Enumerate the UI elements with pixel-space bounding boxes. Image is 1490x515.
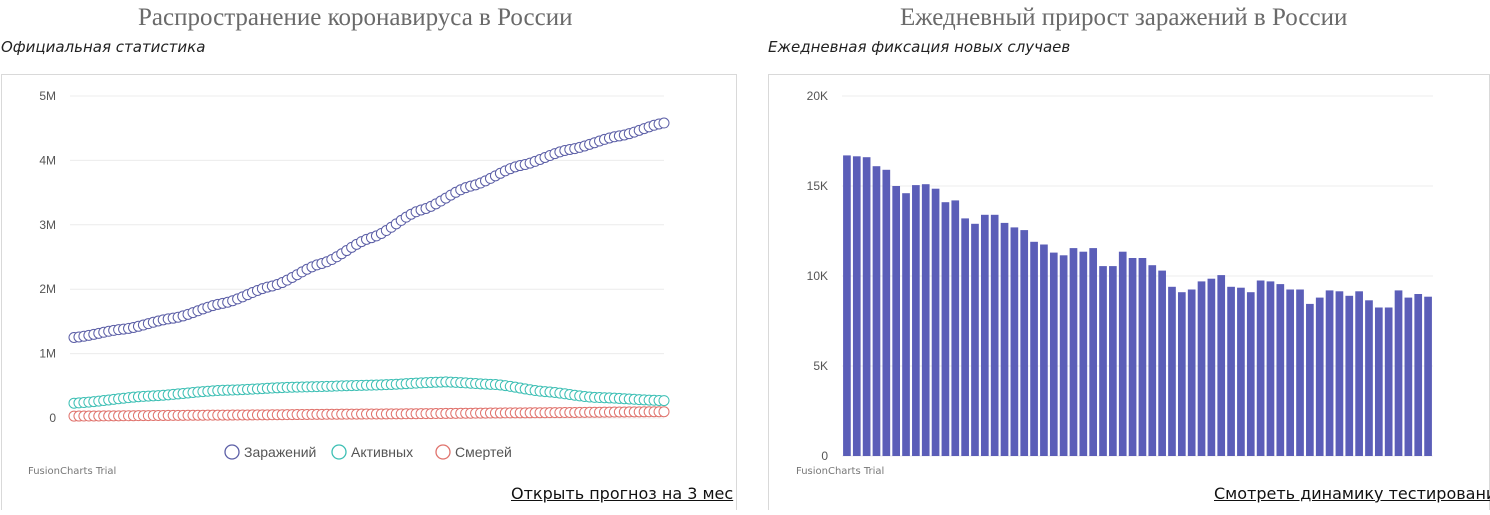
bar[interactable] — [1109, 266, 1117, 456]
testing-dynamics-link[interactable]: Смотреть динамику тестирований — [1214, 484, 1490, 503]
bar[interactable] — [1158, 270, 1166, 456]
legend-label: Активных — [351, 444, 413, 460]
bar[interactable] — [1138, 258, 1147, 456]
bar[interactable] — [902, 193, 910, 456]
bar[interactable] — [1118, 251, 1127, 456]
bar[interactable] — [1187, 289, 1196, 457]
bar[interactable] — [1040, 244, 1048, 457]
legend-item[interactable]: Активных — [331, 444, 413, 460]
bar[interactable] — [1020, 230, 1029, 456]
line-point[interactable] — [658, 395, 670, 407]
bar-chart[interactable]: FusionCharts Trial 0 5K 10K 15K 20K — [769, 75, 1489, 510]
line-series-1[interactable] — [68, 117, 670, 343]
line-point[interactable] — [658, 406, 670, 418]
bar[interactable] — [990, 214, 999, 456]
right-chart-subtitle: Ежедневная фиксация новых случаев — [768, 38, 1071, 56]
bar[interactable] — [1365, 300, 1373, 456]
bar[interactable] — [1207, 278, 1216, 456]
bar[interactable] — [1246, 292, 1255, 456]
line-chart-y-tick-label: 2M — [39, 282, 56, 296]
bar[interactable] — [1325, 290, 1334, 456]
bar[interactable] — [1049, 252, 1058, 456]
bar-chart-y-tick-label: 0 — [821, 449, 828, 463]
line-chart-y-tick-label: 3M — [39, 218, 56, 232]
bar[interactable] — [1000, 222, 1009, 456]
bar[interactable] — [1286, 289, 1295, 457]
bar[interactable] — [882, 169, 891, 457]
line-chart[interactable]: FusionCharts Trial 0 1M 2M 3M 4M 5M Заражений А… — [2, 75, 736, 510]
bar[interactable] — [1256, 280, 1265, 457]
bar-chart-trial-watermark: FusionCharts Trial — [796, 466, 884, 477]
legend-marker-icon — [435, 444, 451, 460]
legend-item[interactable]: Заражений — [224, 444, 316, 460]
legend-marker-icon — [331, 444, 347, 460]
bar[interactable] — [1059, 255, 1068, 456]
line-chart-container[interactable]: FusionCharts Trial 0 1M 2M 3M 4M 5M Заражений А… — [1, 74, 737, 510]
bar[interactable] — [852, 156, 861, 457]
bar[interactable] — [1079, 251, 1088, 456]
bar[interactable] — [912, 185, 920, 456]
bar[interactable] — [1374, 307, 1383, 457]
bar[interactable] — [872, 166, 881, 456]
bar[interactable] — [1227, 286, 1235, 456]
bar[interactable] — [1306, 303, 1314, 456]
bar-chart-container[interactable]: FusionCharts Trial 0 5K 10K 15K 20K — [768, 74, 1490, 510]
bar[interactable] — [1266, 281, 1275, 456]
line-chart-y-tick-label: 1M — [39, 347, 56, 361]
line-series-3[interactable] — [68, 406, 670, 422]
bar[interactable] — [1069, 248, 1078, 456]
legend-label: Заражений — [244, 444, 316, 460]
forecast-3-months-link[interactable]: Открыть прогноз на 3 мес — [511, 484, 734, 503]
bar[interactable] — [1296, 289, 1304, 457]
line-chart-y-tick-label: 5M — [39, 89, 56, 103]
bar[interactable] — [1345, 295, 1354, 456]
line-series-2[interactable] — [68, 376, 670, 409]
bar[interactable] — [951, 200, 960, 456]
bar[interactable] — [921, 184, 930, 456]
bar[interactable] — [1394, 290, 1403, 456]
legend-marker-icon — [224, 444, 240, 460]
bar[interactable] — [1414, 294, 1423, 456]
bar[interactable] — [1128, 258, 1137, 456]
left-chart-subtitle: Официальная статистика — [1, 38, 206, 56]
bar[interactable] — [1089, 248, 1098, 456]
bar[interactable] — [862, 157, 871, 456]
bar[interactable] — [971, 223, 979, 456]
legend-item[interactable]: Смертей — [435, 444, 512, 460]
bar[interactable] — [1030, 241, 1038, 456]
bar[interactable] — [931, 188, 940, 456]
bar-chart-y-tick-label: 15K — [807, 179, 828, 193]
legend-label: Смертей — [455, 444, 512, 460]
right-chart-title: Ежедневный прирост заражений в России — [900, 4, 1348, 31]
bar[interactable] — [1276, 284, 1285, 456]
bar[interactable] — [980, 214, 989, 456]
bar[interactable] — [1177, 292, 1186, 456]
bar[interactable] — [1404, 297, 1413, 456]
bar[interactable] — [1099, 266, 1107, 456]
bar[interactable] — [1315, 297, 1324, 456]
bar[interactable] — [961, 218, 969, 456]
bar[interactable] — [941, 202, 950, 456]
left-chart-title: Распространение коронавируса в России — [138, 4, 573, 31]
bar[interactable] — [1010, 227, 1019, 456]
line-chart-y-tick-label: 4M — [39, 153, 56, 167]
bar-chart-y-tick-label: 20K — [807, 89, 828, 103]
bar[interactable] — [1168, 286, 1176, 456]
bar[interactable] — [892, 186, 901, 456]
line-chart-y-tick-label: 0 — [49, 411, 56, 425]
bar[interactable] — [843, 155, 851, 456]
bar[interactable] — [1335, 291, 1344, 456]
bar[interactable] — [1355, 291, 1363, 456]
bar[interactable] — [1424, 296, 1432, 456]
bar[interactable] — [1217, 275, 1226, 456]
line-chart-trial-watermark: FusionCharts Trial — [28, 466, 116, 477]
bar[interactable] — [1384, 307, 1393, 457]
bar[interactable] — [1237, 287, 1245, 456]
bar[interactable] — [1197, 281, 1206, 456]
line-point[interactable] — [658, 117, 670, 129]
bar[interactable] — [1148, 265, 1157, 456]
bar-chart-y-tick-label: 10K — [807, 269, 828, 283]
bar-chart-y-tick-label: 5K — [813, 359, 828, 373]
